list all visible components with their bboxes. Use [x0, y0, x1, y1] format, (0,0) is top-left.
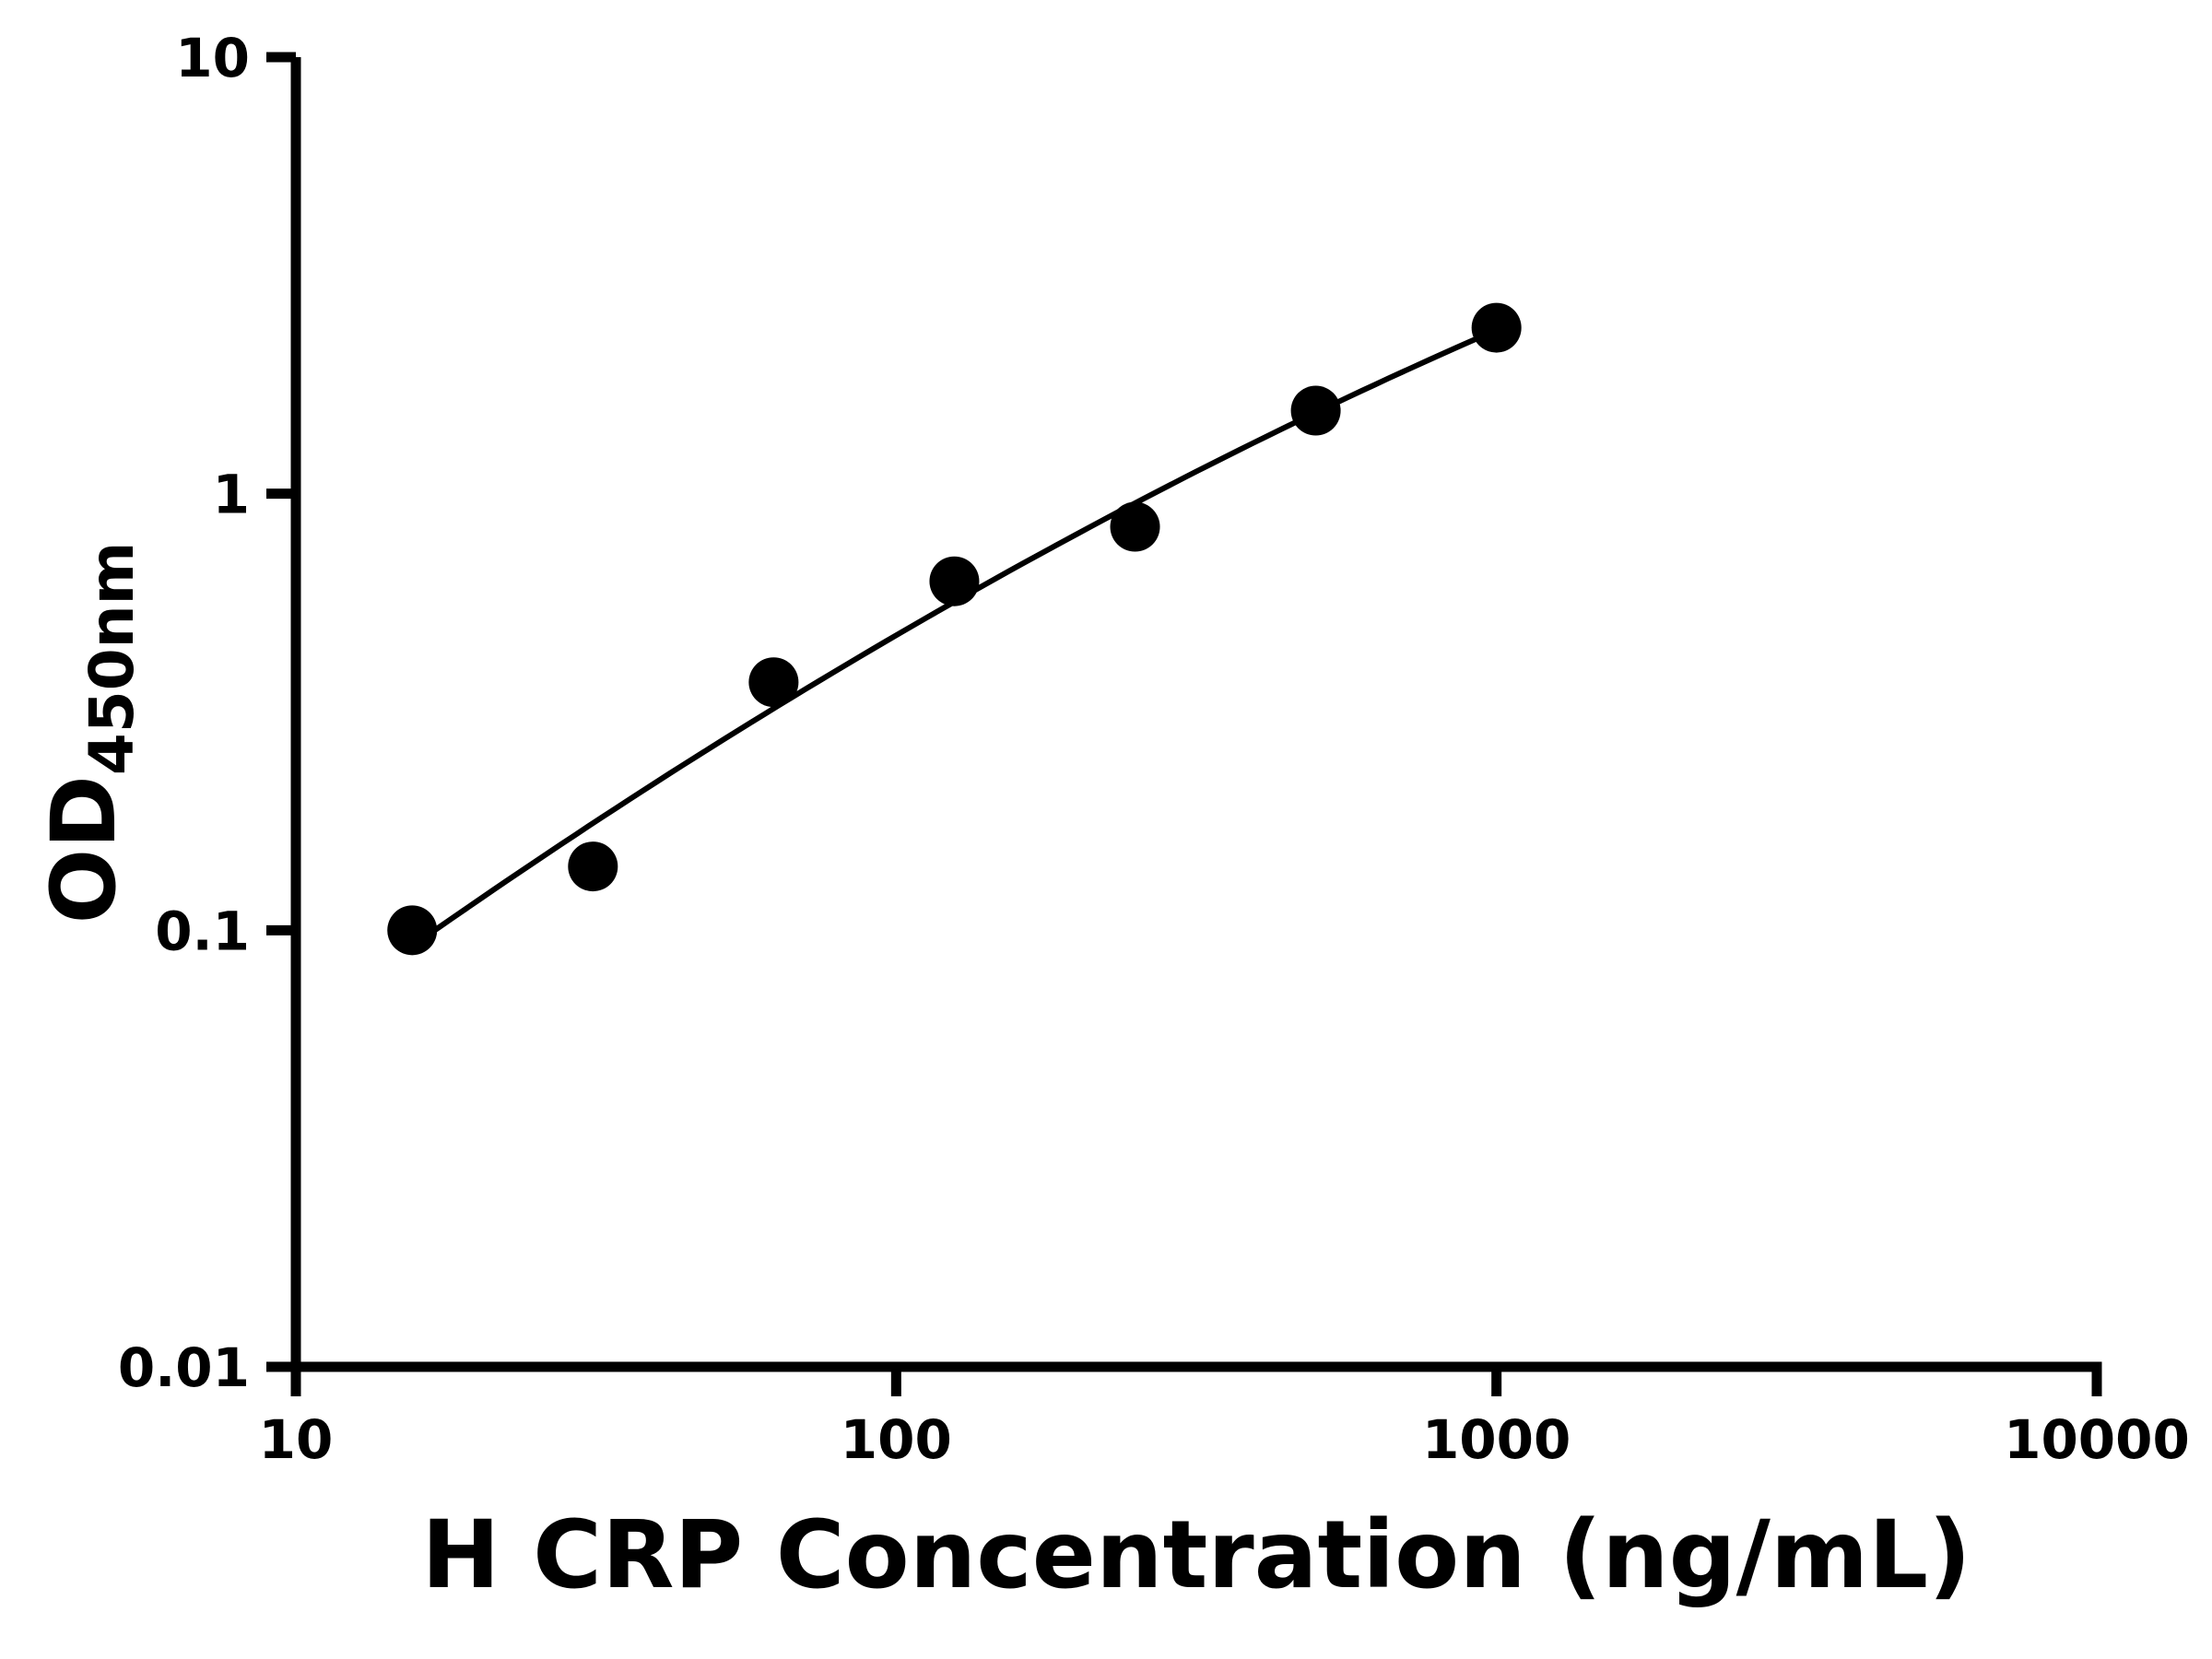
data-point [387, 905, 438, 956]
y-axis-title-main: OD [32, 775, 135, 924]
y-tick-label: 0.01 [118, 1336, 250, 1399]
y-tick-label: 1 [213, 464, 250, 526]
x-tick-label: 10 [259, 1408, 334, 1471]
data-points-layer [387, 302, 1522, 956]
y-axis-title: OD450nm [32, 542, 147, 924]
data-point [1110, 501, 1160, 552]
data-point [568, 841, 618, 892]
data-point [748, 657, 799, 708]
x-tick-label: 10000 [2004, 1408, 2190, 1471]
y-tick-label: 10 [175, 27, 250, 89]
tick-label-layer: 10 100 1000 10000 0.01 0.1 1 10 [118, 27, 2190, 1471]
x-tick-label: 100 [841, 1408, 952, 1471]
data-point [1471, 302, 1522, 353]
x-axis-title: H CRP Concentration (ng/mL) [421, 1500, 1971, 1610]
data-point [1290, 385, 1341, 436]
axes [266, 52, 2102, 1396]
x-tick-label: 1000 [1422, 1408, 1571, 1471]
y-tick-label: 0.1 [155, 900, 250, 962]
y-axis-title-subscript: 450nm [76, 542, 147, 776]
data-point [929, 556, 980, 606]
